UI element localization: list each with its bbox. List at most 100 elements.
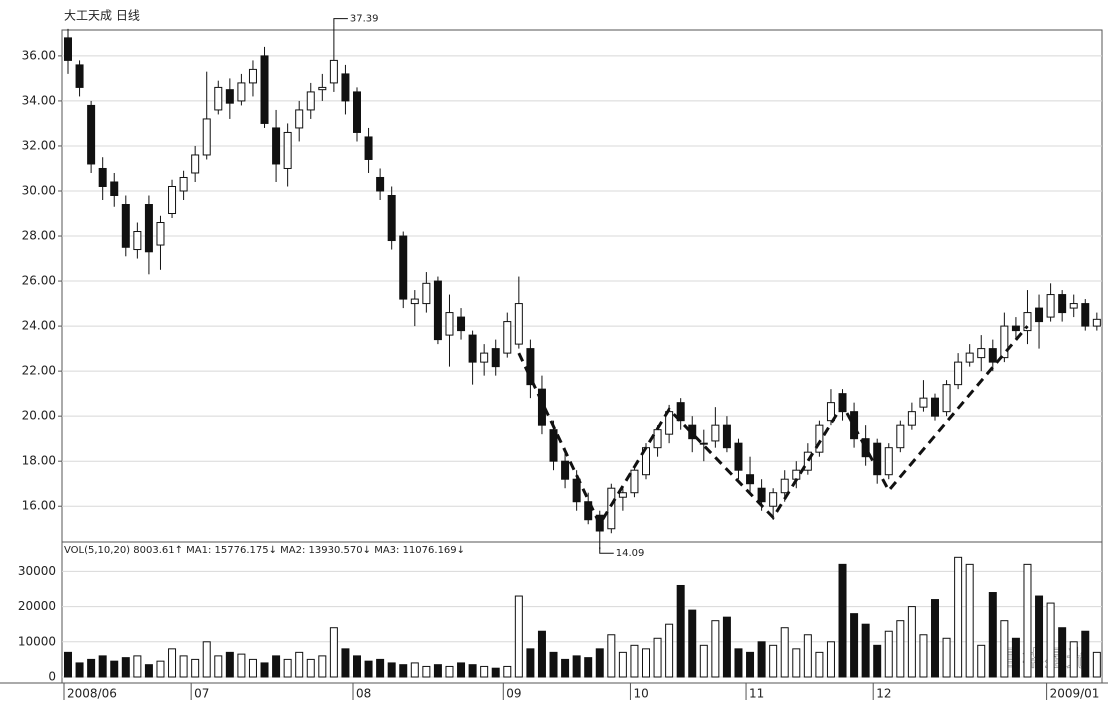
volume-bar — [387, 662, 396, 678]
candle-body — [75, 64, 84, 88]
candle-body — [422, 282, 431, 305]
x-tick-label: 07 — [194, 687, 209, 701]
volume-bar — [919, 634, 928, 678]
y-tick-label: 36.00 — [22, 48, 56, 62]
x-tick-label: 12 — [876, 687, 891, 701]
volume-bar — [353, 655, 361, 678]
volume-bar — [803, 634, 812, 678]
candle-body — [168, 185, 177, 215]
volume-bar — [769, 644, 778, 678]
volume-bar — [1046, 602, 1055, 678]
volume-bar — [110, 660, 119, 678]
candle-body — [942, 384, 951, 413]
candle-body — [514, 303, 523, 345]
candle-body — [306, 91, 315, 111]
candle-body — [630, 469, 639, 494]
volume-bar — [318, 655, 327, 678]
x-tick-label: 2008/06 — [67, 687, 117, 701]
x-tick-label: 09 — [506, 687, 521, 701]
candle-body — [110, 181, 119, 196]
candle-body — [1092, 318, 1101, 327]
volume-bar — [64, 651, 72, 678]
volume-bar — [954, 556, 963, 678]
volume-bar — [376, 658, 385, 678]
chart-title: 大工天成 日线 — [64, 9, 140, 23]
candle-body — [329, 59, 338, 84]
candle-body — [283, 131, 292, 169]
volume-bar — [526, 648, 535, 678]
volume-bar — [757, 641, 766, 678]
volume-bar — [780, 627, 789, 678]
volume-bar — [722, 616, 731, 678]
volume-bar — [572, 655, 581, 678]
volume-bar — [410, 662, 419, 678]
candle-body — [387, 194, 396, 242]
pattern-line — [517, 325, 1029, 528]
volume-bar — [850, 613, 859, 678]
candle-body — [711, 424, 720, 442]
y-tick-label: 32.00 — [22, 138, 56, 152]
candle-body — [1000, 325, 1009, 359]
volume-bar — [607, 634, 616, 678]
candle-body — [1058, 294, 1067, 314]
volume-bar — [618, 651, 627, 678]
annotation-hook — [599, 547, 614, 554]
candle-body — [722, 424, 731, 449]
candle-body — [410, 298, 419, 305]
y-tick-label: 26.00 — [22, 274, 56, 288]
volume-bar — [514, 595, 523, 678]
volume-bar — [306, 658, 315, 678]
candle-body — [248, 68, 257, 84]
volume-bar — [1011, 637, 1020, 678]
volume-bar — [399, 664, 408, 678]
candle-body — [202, 118, 211, 156]
volume-bar — [283, 658, 292, 678]
candle-body — [1069, 303, 1078, 309]
volume-bar — [237, 653, 246, 678]
candle-body — [341, 73, 350, 102]
volume-bar — [734, 648, 743, 678]
volume-bar — [191, 658, 200, 678]
x-tick-label: 10 — [633, 687, 648, 701]
x-tick-label: 08 — [356, 687, 371, 701]
y-tick-label: 18.00 — [22, 454, 56, 468]
volume-bar — [642, 648, 650, 678]
volume-bar — [364, 660, 373, 678]
volume-bar — [445, 665, 454, 678]
volume-bar — [653, 637, 662, 678]
volume-bar — [676, 584, 685, 678]
x-tick-label: 11 — [749, 687, 764, 701]
volume-bar — [873, 644, 882, 678]
volume-bar — [87, 658, 96, 678]
volume-bar — [1069, 641, 1078, 678]
volume-bar — [1092, 651, 1101, 678]
candle-body — [792, 469, 801, 480]
y-tick-label: 30.00 — [22, 183, 56, 197]
volume-bar — [965, 563, 974, 678]
volume-bar — [98, 655, 107, 678]
volume-tick-label: 20000 — [18, 599, 56, 613]
candle-body — [584, 501, 593, 521]
volume-bar — [179, 655, 188, 678]
volume-bar — [503, 665, 512, 678]
candle-body — [746, 474, 755, 485]
volume-bar — [121, 657, 130, 678]
candle-body — [676, 402, 685, 422]
volume-bar — [202, 641, 211, 678]
volume-bar — [1023, 563, 1032, 678]
volume-bar — [792, 648, 801, 678]
volume-bar — [746, 651, 755, 678]
candle-body — [503, 321, 512, 354]
candle-body — [376, 176, 385, 192]
candle-body — [861, 438, 870, 458]
annotation-hook — [333, 18, 348, 25]
volume-bar — [295, 651, 304, 678]
volume-bar — [561, 658, 570, 678]
volume-bar — [75, 662, 84, 678]
candle-body — [699, 442, 708, 445]
candle-body — [607, 487, 616, 530]
candle-body — [561, 460, 570, 480]
candle-body — [815, 424, 824, 453]
candle-body — [931, 397, 939, 417]
